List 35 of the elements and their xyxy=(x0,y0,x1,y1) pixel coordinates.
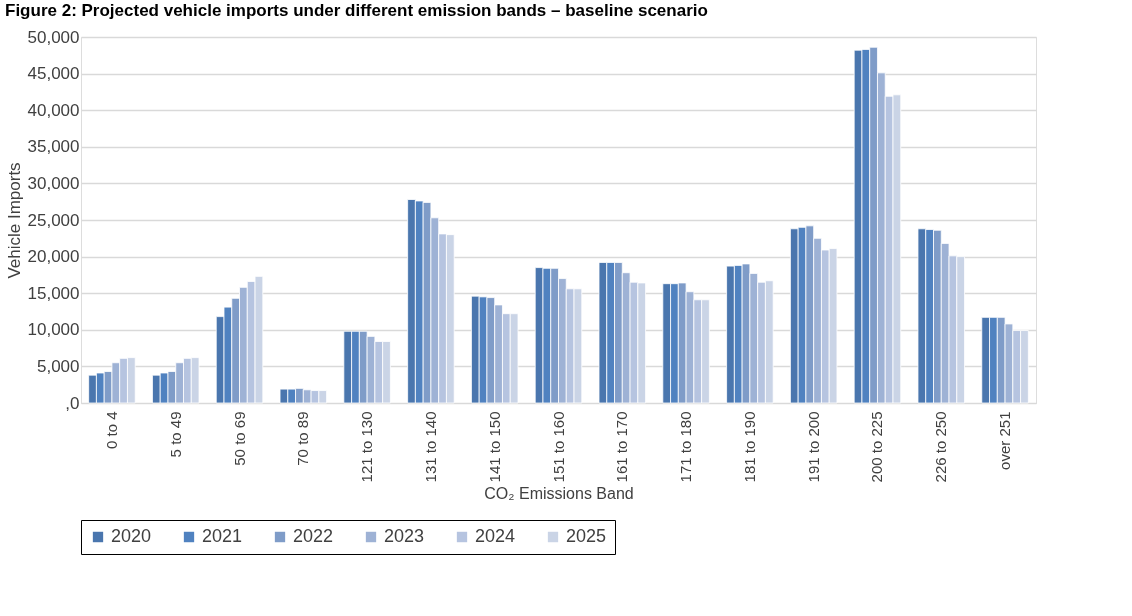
x-tick-label: 50 to 69 xyxy=(230,411,248,466)
y-tick-label: 30,000 xyxy=(27,173,80,193)
x-axis-title: CO₂ Emissions Band xyxy=(484,485,634,503)
chart-title: Figure 2: Projected vehicle imports under different emission bands – baseline scenario xyxy=(5,1,708,20)
y-tick-label: 50,000 xyxy=(27,27,80,47)
x-tick-label: 131 to 140 xyxy=(421,411,439,483)
x-tick-label: 141 to 150 xyxy=(485,411,503,483)
x-tick-label: 70 to 89 xyxy=(294,411,312,466)
legend-label: 2020 xyxy=(111,526,152,546)
x-tick-label: 191 to 200 xyxy=(804,411,822,483)
x-tick-label: 121 to 130 xyxy=(358,411,376,483)
y-tick-label: 15,000 xyxy=(27,283,80,303)
legend-label: 2024 xyxy=(475,526,516,546)
x-tick-label: 151 to 160 xyxy=(549,411,567,483)
legend-label: 2022 xyxy=(293,526,334,546)
x-tick-label: 5 to 49 xyxy=(166,411,184,458)
legend-label: 2025 xyxy=(566,526,607,546)
x-tick-label: 171 to 180 xyxy=(677,411,695,483)
x-tick-label: 226 to 250 xyxy=(932,411,950,483)
y-tick-label: 10,000 xyxy=(27,320,80,340)
x-tick-label: 161 to 170 xyxy=(613,411,631,483)
y-tick-label: 25,000 xyxy=(27,210,80,230)
legend-label: 2023 xyxy=(384,526,425,546)
x-tick-label: 200 to 225 xyxy=(868,411,886,483)
y-axis-title: Vehicle Imports xyxy=(4,162,24,279)
x-tick-label: 181 to 190 xyxy=(740,411,758,483)
y-tick-label: 20,000 xyxy=(27,247,80,267)
y-tick-label: 5,000 xyxy=(36,356,80,376)
y-tick-label: 35,000 xyxy=(27,137,80,157)
x-tick-label: over 251 xyxy=(996,411,1014,470)
y-tick-label: 45,000 xyxy=(27,64,80,84)
y-tick-label: 40,000 xyxy=(27,100,80,120)
legend-label: 2021 xyxy=(202,526,243,546)
x-tick-label: 0 to 4 xyxy=(102,411,120,450)
y-tick-label: ,0 xyxy=(65,393,80,413)
